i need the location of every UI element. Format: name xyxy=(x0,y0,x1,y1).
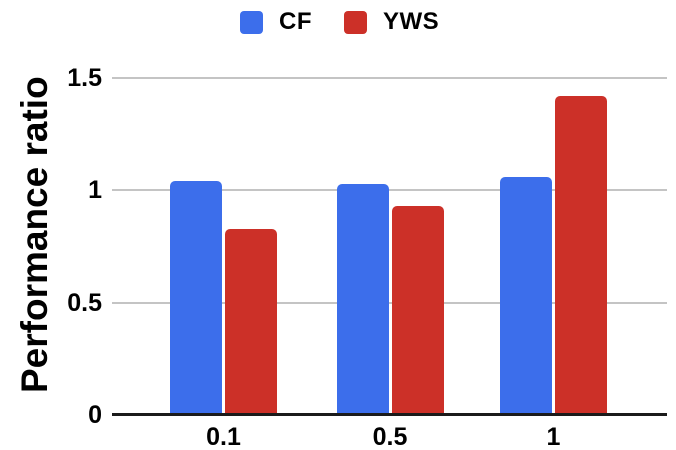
legend: CF YWS xyxy=(240,8,439,36)
legend-swatch-yws-icon xyxy=(344,10,367,34)
y-tick-label-0.5: 0.5 xyxy=(67,288,102,317)
bar-yws-1 xyxy=(555,96,607,415)
legend-label-cf: CF xyxy=(279,8,312,35)
x-tick-label-0.1: 0.1 xyxy=(206,423,241,450)
gridline-1.5 xyxy=(112,77,667,79)
x-axis-line xyxy=(112,413,667,416)
bar-yws-0.5 xyxy=(391,206,444,415)
x-tick-label-0.5: 0.5 xyxy=(372,423,408,450)
x-tick-label-1: 1 xyxy=(546,423,561,450)
y-tick-label-1.5: 1.5 xyxy=(67,64,102,92)
legend-label-yws: YWS xyxy=(383,8,440,35)
bar-yws-0.1 xyxy=(225,229,277,415)
gridline-1 xyxy=(112,189,667,192)
y-tick-label-1: 1 xyxy=(88,176,102,205)
bar-cf-0.1 xyxy=(170,181,222,415)
bar-cf-1 xyxy=(500,177,552,415)
legend-item-yws: YWS xyxy=(344,8,439,36)
legend-swatch-cf-icon xyxy=(240,10,263,34)
y-tick-label-0: 0 xyxy=(88,401,102,429)
bar-cf-0.5 xyxy=(336,184,389,415)
legend-item-cf: CF xyxy=(240,8,312,36)
gridline-0.5 xyxy=(112,301,667,304)
